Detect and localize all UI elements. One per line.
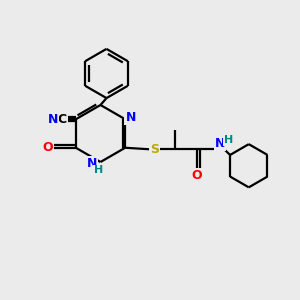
Text: O: O xyxy=(42,141,52,154)
Text: S: S xyxy=(150,143,159,156)
Text: N: N xyxy=(87,157,97,170)
Text: N: N xyxy=(125,111,136,124)
Text: O: O xyxy=(192,169,202,182)
Text: N: N xyxy=(48,113,58,126)
Text: H: H xyxy=(224,135,233,145)
Text: N: N xyxy=(215,137,226,150)
Text: C: C xyxy=(58,113,67,126)
Text: H: H xyxy=(94,165,103,176)
